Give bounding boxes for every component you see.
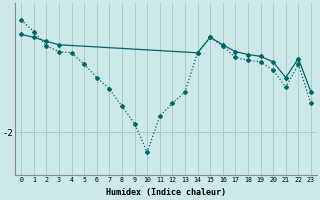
X-axis label: Humidex (Indice chaleur): Humidex (Indice chaleur) — [106, 188, 226, 197]
